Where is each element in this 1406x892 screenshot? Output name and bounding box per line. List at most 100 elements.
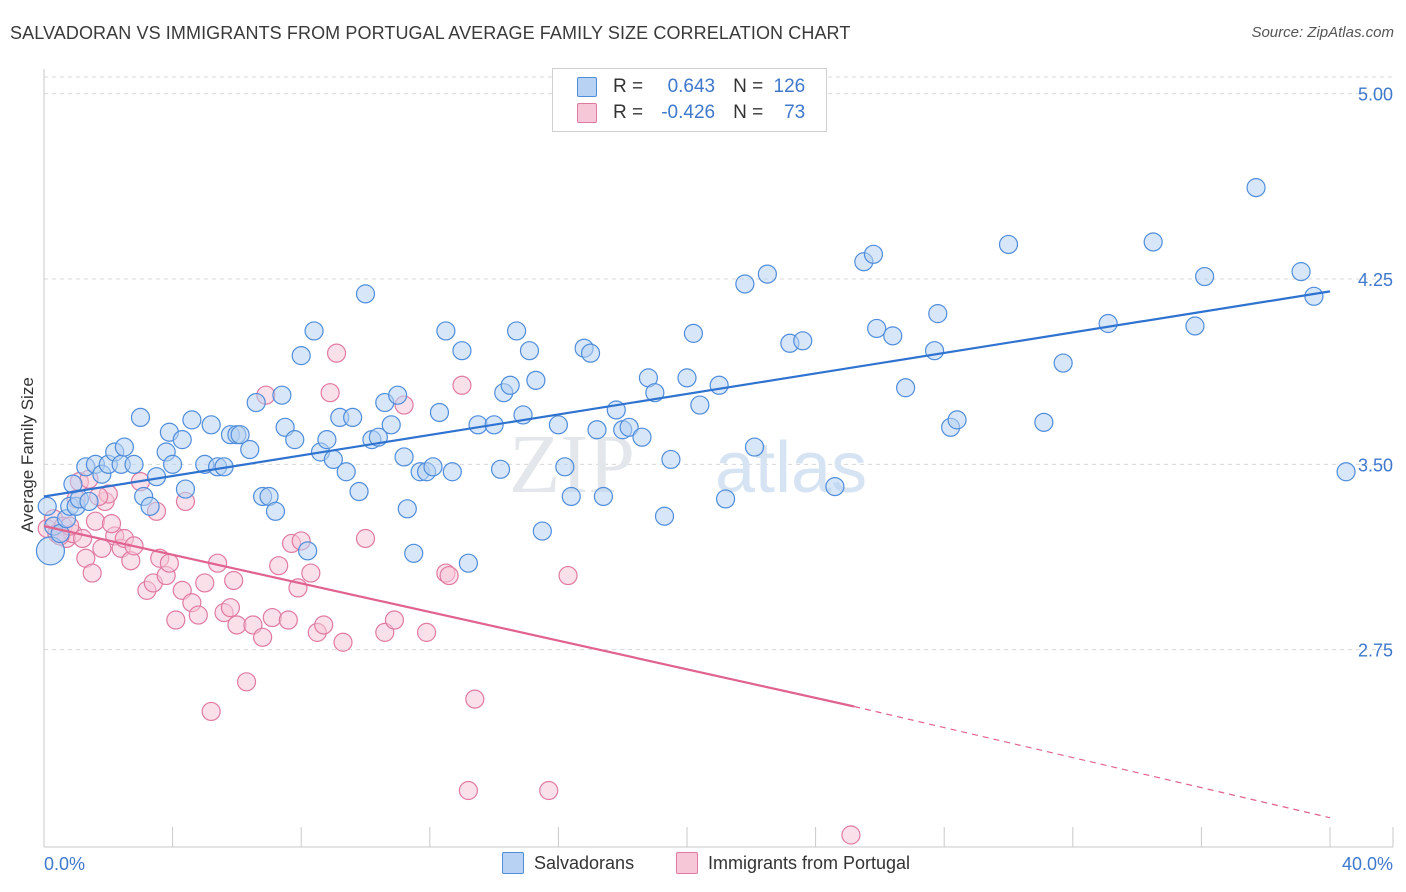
salvadorans-point	[793, 331, 813, 351]
portugal-point	[85, 511, 106, 531]
salvadorans-point	[561, 486, 581, 507]
portugal-point	[227, 615, 247, 635]
portugal-point	[101, 514, 122, 534]
salvadorans-point	[690, 395, 710, 415]
portugal-point	[384, 610, 405, 630]
bottom-legend-salvadorans: Salvadorans	[502, 852, 634, 874]
salvadorans-point	[587, 420, 607, 440]
salvadorans-point	[1291, 262, 1311, 282]
portugal-point	[452, 375, 472, 395]
legend-n-value: 126	[773, 76, 806, 97]
portugal-point	[355, 528, 376, 549]
y-axis-label: Average Family Size	[18, 377, 37, 533]
salvadorans-point	[114, 437, 134, 457]
salvadorans-point	[35, 536, 66, 566]
legend-swatch-blue	[577, 77, 597, 97]
salvadorans-point	[436, 321, 456, 341]
salvadorans-point	[140, 496, 160, 516]
salvadorans-point	[468, 415, 488, 435]
salvadorans-point	[304, 321, 324, 341]
salvadorans-point	[1034, 412, 1054, 432]
salvadorans-point	[924, 341, 945, 361]
portugal-point	[539, 780, 559, 801]
salvadorans-point	[883, 326, 903, 346]
salvadorans-point	[381, 415, 401, 435]
salvadorans-point	[130, 407, 151, 428]
legend-r-label: R =	[613, 76, 644, 97]
legend-r-label: R =	[613, 102, 644, 123]
portugal-trend-line	[43, 525, 855, 708]
salvadorans-trend-line	[43, 290, 1331, 498]
salvadorans-point	[896, 378, 916, 398]
salvadorans-point	[1053, 353, 1073, 373]
watermark-atlas: atlas	[715, 428, 867, 508]
salvadorans-point	[343, 407, 363, 428]
y-tick-label: 2.75	[1358, 641, 1393, 661]
x-tick-label: 0.0%	[44, 854, 85, 874]
salvadorans-point	[709, 375, 729, 395]
portugal-point	[262, 607, 282, 628]
salvadorans-point	[744, 437, 765, 457]
y-tick-label: 5.00	[1358, 85, 1393, 105]
portugal-point	[333, 632, 353, 652]
salvadorans-points	[35, 178, 1356, 573]
salvadorans-point	[404, 543, 424, 563]
salvadorans-point	[947, 410, 967, 430]
portugal-point	[326, 343, 347, 363]
salvadorans-point	[124, 454, 144, 474]
portugal-point	[458, 780, 478, 801]
salvadorans-point	[423, 457, 443, 477]
salvadorans-point	[265, 501, 286, 521]
salvadorans-point	[580, 343, 601, 363]
salvadorans-point	[867, 318, 887, 339]
portugal-point	[159, 553, 179, 573]
salvadorans-point	[429, 402, 450, 423]
salvadorans-point	[532, 521, 552, 541]
salvadorans-point	[715, 489, 736, 509]
legend-swatch-pink	[577, 103, 597, 123]
bottom-swatch-blue	[502, 852, 524, 874]
portugal-point	[224, 570, 244, 591]
y-tick-label: 4.25	[1358, 270, 1393, 290]
salvadorans-point	[1185, 316, 1205, 336]
salvadorans-point	[683, 323, 704, 343]
source-label: Source: ZipAtlas.com	[1251, 24, 1394, 41]
portugal-point	[82, 563, 102, 583]
salvadorans-point	[285, 430, 305, 450]
portugal-point	[72, 528, 93, 549]
legend-row-portugal: R = -0.426 N = 73	[577, 102, 805, 124]
salvadorans-point	[230, 425, 250, 445]
legend-n-value: 73	[784, 102, 806, 123]
salvadorans-point	[526, 370, 546, 390]
x-tick-label: 40.0%	[1342, 854, 1393, 874]
portugal-point	[201, 701, 221, 722]
salvadorans-point	[397, 499, 417, 519]
tick-labels: 2.75 3.50 4.25 5.00 0.0% 40.0%	[44, 85, 1393, 874]
portugal-point	[558, 565, 578, 586]
immigrants-from-portugal-points	[37, 343, 861, 845]
salvadorans-point	[548, 415, 569, 435]
salvadorans-point	[201, 415, 221, 435]
bottom-swatch-pink	[676, 852, 698, 874]
bottom-legend-label: Immigrants from Portugal	[708, 852, 911, 873]
portugal-point	[269, 556, 289, 576]
correlation-legend: R = 0.643 N = 126 R = -0.426 N = 73	[552, 68, 827, 132]
salvadorans-point	[507, 321, 527, 341]
portugal-trend-extension	[854, 705, 1331, 819]
salvadorans-point	[317, 430, 337, 450]
salvadorans-point	[619, 417, 639, 437]
salvadorans-point	[172, 430, 192, 450]
salvadorans-point	[490, 459, 511, 479]
salvadorans-point	[863, 244, 884, 264]
portugal-point	[220, 598, 241, 618]
salvadorans-point	[240, 439, 260, 460]
salvadorans-point	[519, 341, 540, 361]
portugal-point	[841, 825, 861, 845]
salvadorans-point	[458, 553, 478, 573]
salvadorans-point	[37, 496, 57, 516]
portugal-point	[301, 563, 321, 583]
salvadorans-point	[452, 341, 472, 361]
portugal-point	[465, 689, 485, 709]
legend-n-label: N =	[733, 102, 764, 123]
